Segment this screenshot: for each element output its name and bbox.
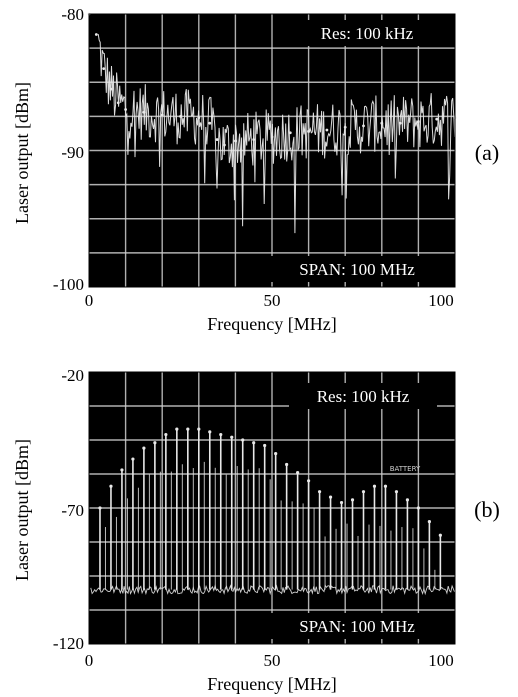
x-axis-title-a: Frequency [MHz]	[207, 314, 336, 334]
panel-label-b: (b)	[474, 497, 500, 522]
peak-point	[372, 484, 377, 488]
peak-point	[383, 484, 388, 488]
peak-point	[120, 468, 124, 472]
y-tick-b-bottom: -120	[53, 634, 84, 653]
trace-a	[87, 12, 457, 234]
data-point	[362, 124, 365, 128]
res-box-a	[293, 20, 441, 46]
data-point	[215, 138, 219, 141]
plot-frame-a	[88, 13, 456, 288]
peak-point	[252, 441, 256, 445]
data-point	[325, 128, 329, 132]
peak-point	[109, 484, 113, 488]
res-box-b	[289, 383, 437, 409]
trace-path-a	[97, 34, 456, 234]
data-point	[435, 117, 439, 121]
peak-point	[416, 506, 420, 510]
peak-point	[438, 533, 442, 537]
peak-point	[427, 520, 431, 524]
y-tick-a-bottom: -100	[53, 275, 84, 294]
span-box-b	[265, 613, 449, 639]
res-label-a: Res: 100 kHz	[321, 24, 414, 43]
y-tick-a-top: -80	[61, 5, 84, 24]
peak-point	[241, 438, 245, 442]
peak-point	[307, 479, 311, 483]
data-point	[252, 138, 256, 141]
y-tick-b-top: -20	[61, 366, 84, 385]
peak-point	[405, 498, 410, 502]
peak-point	[296, 471, 300, 475]
peak-point	[274, 452, 278, 456]
x-tick-a-50: 50	[264, 291, 281, 310]
peak-point	[361, 490, 366, 494]
data-point	[208, 121, 212, 125]
data-point	[270, 135, 274, 139]
x-tick-b-0: 0	[85, 651, 94, 670]
trace-b	[90, 427, 456, 596]
x-axis-title-b: Frequency [MHz]	[207, 674, 336, 694]
data-point	[116, 101, 120, 105]
y-tick-b-mid: -70	[61, 501, 84, 520]
x-tick-a-100: 100	[428, 291, 454, 310]
data-point	[179, 114, 182, 118]
panel-label-a: (a)	[475, 140, 499, 165]
peak-point	[142, 446, 146, 450]
data-point	[417, 120, 420, 124]
data-point	[234, 139, 237, 143]
peak-point	[219, 432, 223, 437]
data-point	[142, 110, 146, 114]
grid-a	[89, 14, 455, 287]
peak-point	[186, 427, 190, 431]
data-point	[160, 113, 164, 117]
peak-point	[328, 495, 333, 499]
peak-point	[263, 443, 267, 448]
noise-floor	[90, 584, 456, 596]
peak-point	[164, 432, 168, 437]
peak-point	[285, 462, 289, 467]
plot-frame-b	[88, 371, 456, 645]
peak-point	[208, 430, 212, 434]
x-tick-b-50: 50	[264, 651, 281, 670]
data-point	[307, 129, 310, 133]
peak-point	[230, 435, 234, 439]
span-label-b: SPAN: 100 MHz	[299, 617, 415, 636]
peak-point	[175, 427, 179, 431]
data-point	[288, 131, 292, 135]
res-label-b: Res: 100 kHz	[317, 387, 410, 406]
peak-point	[131, 457, 135, 461]
data-point	[124, 108, 127, 111]
data-point	[109, 87, 113, 91]
peak-point	[317, 490, 322, 494]
peak-point	[153, 441, 157, 445]
y-tick-a-mid: -90	[61, 143, 84, 162]
x-tick-b-100: 100	[428, 651, 454, 670]
y-axis-title-a: Laser output [dBm]	[12, 82, 32, 224]
peak-point	[339, 500, 344, 505]
peak-point	[350, 498, 355, 502]
data-point	[343, 125, 347, 129]
peak-point	[394, 490, 399, 494]
data-point	[398, 121, 402, 125]
data-point	[380, 121, 384, 125]
span-label-a: SPAN: 100 MHz	[299, 260, 415, 279]
data-point	[94, 33, 98, 36]
peak-point	[197, 427, 201, 431]
span-box-a	[265, 256, 449, 282]
panel-a: Res: 100 kHz SPAN: 100 MHz -80 -90 -100 …	[12, 5, 499, 334]
data-point	[223, 143, 226, 147]
battery-label-b: BATTERY	[390, 465, 421, 473]
panel-b: Res: 100 kHz BATTERY SPAN: 100 MHz -20 -…	[12, 366, 500, 694]
x-tick-a-0: 0	[85, 291, 94, 310]
data-point	[102, 67, 106, 70]
y-axis-title-b: Laser output [dBm]	[12, 439, 32, 581]
data-point	[197, 116, 201, 120]
peak-point	[98, 506, 102, 510]
